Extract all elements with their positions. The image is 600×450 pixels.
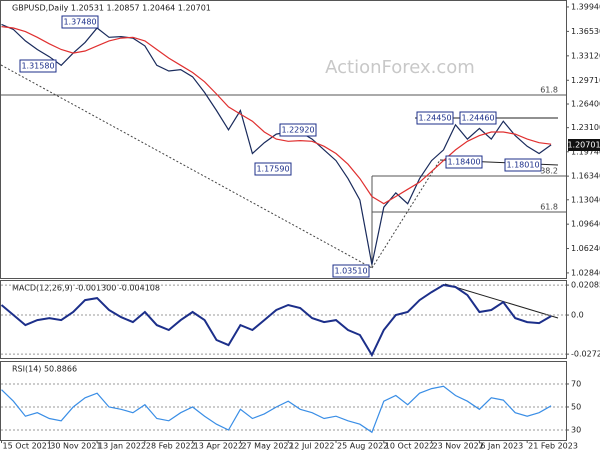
price-label-box	[279, 123, 317, 137]
y-tick-label: 1.02840	[571, 268, 600, 277]
y-tick-label: 1.23100	[571, 123, 600, 132]
y-tick-label: -0.027213	[571, 350, 600, 359]
price-label: 1.24450	[418, 114, 451, 123]
price-label-box	[254, 162, 292, 176]
price-label-box	[416, 111, 454, 125]
current-price-box	[568, 139, 600, 151]
y-tick-label: 1.06240	[571, 244, 600, 253]
price-label: 1.37480	[63, 18, 96, 27]
x-tick-label: 21 Feb 2023	[528, 442, 578, 450]
price-label-box	[445, 155, 483, 169]
fib-label: 61.8	[540, 203, 558, 212]
price-label: 1.18010	[506, 161, 539, 170]
fib-label: 61.8	[540, 86, 558, 95]
y-tick-label: 1.36530	[571, 27, 600, 36]
layout	[0, 0, 567, 441]
price-label: 1.18400	[447, 158, 480, 167]
x-tick-label: 30 Nov 2021	[50, 442, 101, 450]
price-label: 1.17590	[256, 165, 289, 174]
y-tick-label: 30	[571, 425, 581, 434]
x-tick-label: 27 May 2022	[241, 442, 293, 450]
y-tick-label: 70	[571, 379, 581, 388]
series-line	[1, 385, 552, 434]
panel-title: GBPUSD,Daily 1.20531 1.20857 1.20464 1.2…	[12, 4, 211, 13]
y-tick-label: 0.0	[571, 311, 584, 320]
macd-frame	[0, 280, 567, 359]
price-label: 1.24460	[461, 114, 494, 123]
y-tick-label: 1.26400	[571, 100, 600, 109]
fib-label: 38.2	[540, 167, 558, 176]
y-tick-label: 1.09640	[571, 220, 600, 229]
series-line	[1, 26, 552, 205]
x-tick-label: 10 Oct 2022	[385, 442, 434, 450]
rsi-frame	[0, 361, 567, 441]
trend-line	[0, 64, 373, 269]
x-tick-label: 13 Jan 2022	[98, 442, 146, 450]
x-tick-label: 13 Apr 2022	[194, 442, 243, 450]
price-label-box	[332, 264, 370, 278]
y-tick-label: 1.19740	[571, 147, 600, 156]
price-label-box	[61, 15, 99, 29]
watermark: ActionForex.com	[325, 57, 475, 78]
price-label: 1.03510	[334, 267, 367, 276]
panel-title: MACD(12,26,9) -0.001300 -0.004108	[12, 284, 160, 293]
price-label-box	[459, 111, 497, 125]
macd-trend-line	[444, 283, 559, 319]
x-tick-label: 6 Jan 2023	[480, 442, 523, 450]
x-tick-label: 25 Aug 2022	[337, 442, 388, 450]
y-tick-label: 1.29710	[571, 76, 600, 85]
y-tick-label: 50	[571, 402, 581, 411]
y-tick-label: 1.13040	[571, 195, 600, 204]
current-price: 1.20701	[567, 141, 600, 150]
y-tick-label: 1.39940	[571, 2, 600, 11]
y-tick-label: 1.33120	[571, 51, 600, 60]
x-tick-label: 23 Nov 2022	[433, 442, 484, 450]
price-label-box	[19, 59, 57, 73]
x-tick-label: 12 Jul 2022	[289, 442, 334, 450]
price-label-box	[504, 158, 542, 172]
price-frame	[0, 0, 567, 279]
panel-title: RSI(14) 50.8866	[12, 365, 77, 374]
x-tick-label: 28 Feb 2022	[146, 442, 196, 450]
series-line	[0, 283, 552, 358]
y-tick-label: 0.020858	[571, 281, 600, 290]
y-tick-label: 1.16340	[571, 172, 600, 181]
x-tick-label: 15 Oct 2021	[2, 442, 51, 450]
series-line	[1, 23, 552, 265]
price-label: 1.31580	[21, 62, 54, 71]
trend-line	[371, 159, 441, 269]
price-label: 1.22920	[281, 126, 314, 135]
